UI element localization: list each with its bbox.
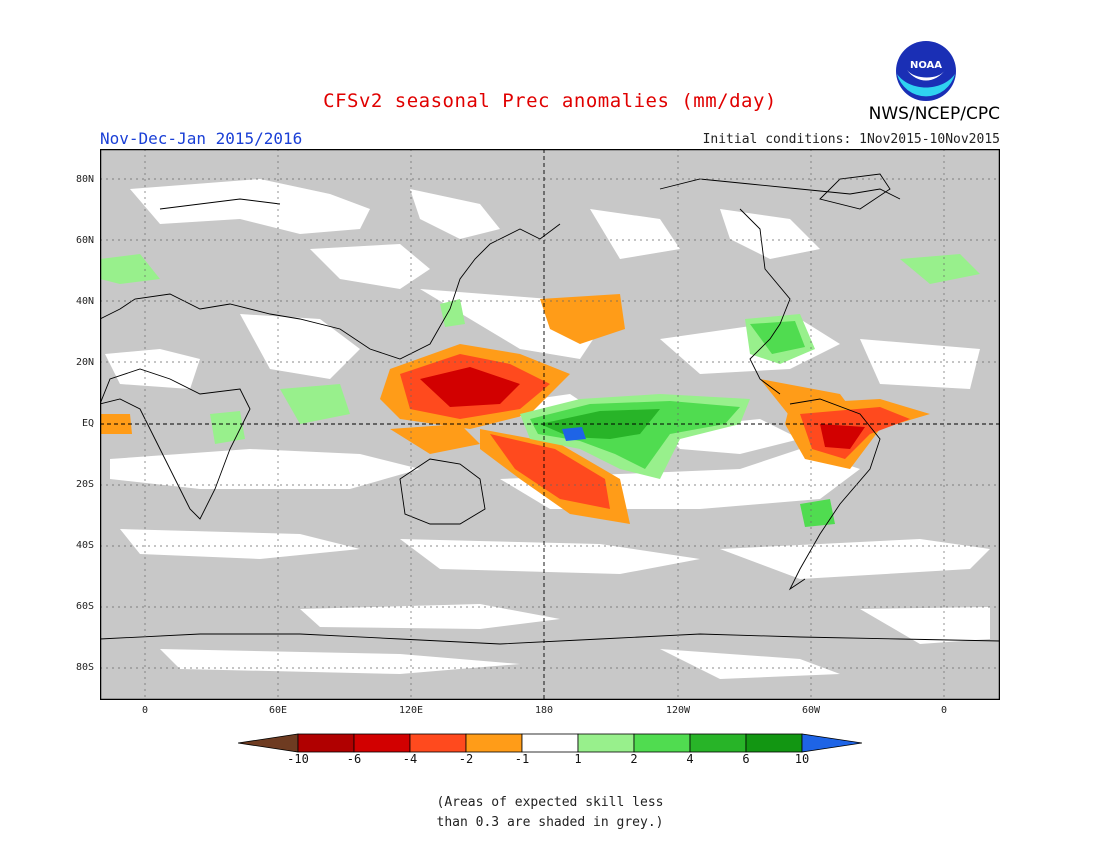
lat-tick: 20N — [75, 357, 94, 368]
colorbar-cell — [353, 733, 411, 753]
lon-tick: 0 — [141, 705, 149, 716]
colorbar-min-triangle — [238, 733, 299, 753]
colorbar-cell — [409, 733, 467, 753]
colorbar-label: -1 — [514, 752, 530, 766]
colorbar-cell — [297, 733, 355, 753]
colorbar-cell — [689, 733, 747, 753]
colorbar-label: -10 — [287, 752, 309, 766]
lat-tick: 80S — [75, 662, 94, 673]
lat-tick: 60N — [75, 235, 94, 246]
colorbar-label: 1 — [574, 752, 582, 766]
map-frame — [100, 149, 1000, 700]
colorbar-cell — [745, 733, 803, 753]
map-title: CFSv2 seasonal Prec anomalies (mm/day) — [323, 90, 777, 112]
coastlines — [100, 173, 1000, 645]
lon-tick: 60E — [268, 705, 288, 716]
colorbar-label: 4 — [686, 752, 694, 766]
wet-anomalies — [100, 254, 980, 527]
graticule — [100, 149, 1000, 700]
season-subtitle: Nov-Dec-Jan 2015/2016 — [100, 129, 303, 148]
skill-footnote: (Areas of expected skill less than 0.3 a… — [0, 793, 1100, 833]
colorbar-label: 10 — [794, 752, 810, 766]
lat-tick: 40N — [75, 296, 94, 307]
lon-tick: 180 — [534, 705, 554, 716]
lon-tick: 0 — [940, 705, 948, 716]
colorbar — [238, 733, 862, 753]
lon-tick: 60W — [801, 705, 821, 716]
agency-label: NWS/NCEP/CPC — [868, 104, 1000, 124]
lon-tick: 120W — [665, 705, 691, 716]
colorbar-label: 6 — [742, 752, 750, 766]
colorbar-label: 2 — [630, 752, 638, 766]
colorbar-cell — [633, 733, 691, 753]
colorbar-cell — [521, 733, 579, 753]
dry-anomalies — [100, 294, 930, 524]
lat-tick: EQ — [81, 418, 94, 429]
lat-tick: 80N — [75, 174, 94, 185]
colorbar-cell — [577, 733, 635, 753]
equator-dateline — [100, 149, 1000, 700]
lon-tick: 120E — [398, 705, 424, 716]
colorbar-cell — [465, 733, 523, 753]
colorbar-max-triangle — [801, 733, 862, 753]
logo-text: NOAA — [910, 60, 942, 71]
lat-tick: 20S — [75, 479, 94, 490]
footnote-line-2: than 0.3 are shaded in grey.) — [436, 815, 664, 830]
lat-tick: 60S — [75, 601, 94, 612]
anomaly-map — [100, 149, 1000, 700]
colorbar-label: -4 — [402, 752, 418, 766]
footnote-line-1: (Areas of expected skill less — [436, 795, 664, 810]
noaa-logo: NOAA — [896, 41, 956, 101]
colorbar-label: -2 — [458, 752, 474, 766]
colorbar-label: -6 — [346, 752, 362, 766]
initial-conditions: Initial conditions: 1Nov2015-10Nov2015 — [702, 132, 1000, 147]
lat-tick: 40S — [75, 540, 94, 551]
